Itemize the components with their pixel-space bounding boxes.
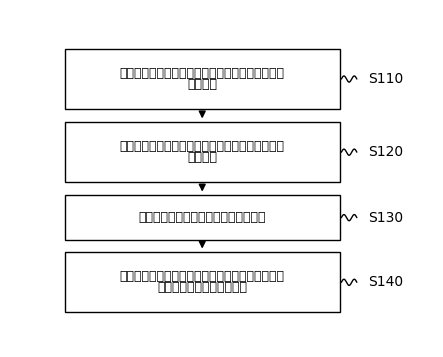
Text: 获取输入转速传感器采集的液力变距器的输入轴的: 获取输入转速传感器采集的液力变距器的输入轴的: [120, 67, 285, 80]
Text: 获取角度传感器采集的整机的姿态信息: 获取角度传感器采集的整机的姿态信息: [139, 211, 266, 224]
Bar: [65, 49, 340, 109]
Text: 获取输出转速传感器采集的液力变距器的输出轴的: 获取输出转速传感器采集的液力变距器的输出轴的: [120, 140, 285, 153]
Text: 转速信息: 转速信息: [187, 151, 217, 164]
Bar: [65, 122, 340, 182]
Text: 根据输入轴的转速信息、输出轴的转速信息及整机: 根据输入轴的转速信息、输出轴的转速信息及整机: [120, 270, 285, 283]
Bar: [65, 252, 340, 312]
Text: S140: S140: [368, 275, 403, 289]
Text: 的姿态信息确定整机载荷谱: 的姿态信息确定整机载荷谱: [157, 281, 247, 294]
Bar: [65, 195, 340, 240]
Text: 转速信息: 转速信息: [187, 78, 217, 91]
Text: S110: S110: [368, 72, 403, 86]
Text: S120: S120: [368, 145, 403, 159]
Text: S130: S130: [368, 211, 403, 225]
